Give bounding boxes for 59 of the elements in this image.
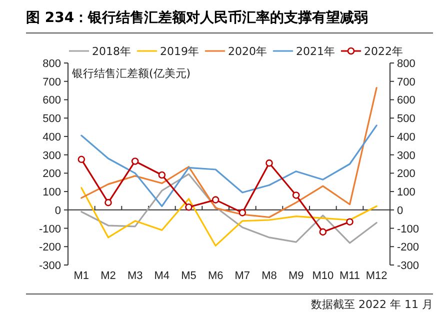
legend-label: 2019年 <box>160 45 199 58</box>
y-tick-label: 400 <box>42 131 61 144</box>
y2-tick-label: 600 <box>397 94 416 107</box>
line-series <box>80 187 378 247</box>
y-tick-label: -200 <box>38 242 61 254</box>
x-tick-label: M2 <box>100 270 116 282</box>
text: 数据截至 2022 年 11 月 <box>311 298 433 311</box>
point <box>104 198 112 206</box>
y2-tick-label: -300 <box>397 260 420 272</box>
y2-tick-label: 100 <box>397 186 416 199</box>
y-tick-label: 200 <box>42 168 61 180</box>
legend-label: 2022年 <box>364 45 403 58</box>
y2-tick-label: 500 <box>397 113 416 126</box>
y-tick-label: -300 <box>38 260 61 272</box>
point <box>238 209 246 216</box>
legend-label: 2021年 <box>296 45 335 58</box>
point <box>319 228 327 236</box>
y-tick-label: 100 <box>42 186 61 199</box>
y-tick-label: 500 <box>42 113 61 126</box>
x-tick-label: M3 <box>127 270 143 282</box>
y-tick-label: 700 <box>42 76 61 88</box>
y2-tick-label: -200 <box>397 242 420 254</box>
y2-tick-label: 400 <box>397 131 416 144</box>
legend-label: 2018年 <box>92 45 131 58</box>
line-series <box>80 86 378 218</box>
x-tick-label: M11 <box>339 270 360 282</box>
y2-tick-label: 700 <box>397 76 416 88</box>
x-tick-label: M8 <box>262 270 277 282</box>
y-tick-label: 800 <box>42 58 61 70</box>
y2-tick-label: 300 <box>397 150 416 162</box>
point <box>292 192 300 199</box>
point <box>266 159 273 167</box>
y-tick-label: 600 <box>42 94 61 107</box>
point <box>346 218 354 226</box>
point <box>212 196 220 204</box>
y2-tick-label: 800 <box>397 58 416 70</box>
x-tick-label: M6 <box>208 270 224 282</box>
x-tick-label: M10 <box>312 270 334 282</box>
point <box>78 156 86 164</box>
point <box>158 171 166 179</box>
y-tick-label: 300 <box>42 150 61 162</box>
y-axis-title: 银行结售汇差额(亿美元) <box>71 67 191 80</box>
x-tick-label: M5 <box>181 270 196 282</box>
y2-tick-label: 200 <box>397 168 416 180</box>
y-tick-label: -100 <box>38 223 61 236</box>
legend-label: 2020年 <box>228 45 267 58</box>
x-tick-label: M9 <box>288 270 304 282</box>
x-tick-label: M12 <box>366 270 388 282</box>
y2-tick-label: -100 <box>397 223 420 236</box>
x-tick-label: M4 <box>154 270 170 282</box>
y2-tick-label: 0 <box>397 204 404 217</box>
point <box>185 204 192 211</box>
x-tick-label: M7 <box>234 270 250 282</box>
x-tick-label: M1 <box>74 270 90 282</box>
line-series <box>80 124 378 208</box>
y-tick-label: 0 <box>54 204 61 217</box>
line-series <box>80 173 378 244</box>
point <box>131 158 139 165</box>
chart-title: 图 234：银行结售汇差额对人民币汇率的支撑有望减弱 <box>26 9 368 26</box>
